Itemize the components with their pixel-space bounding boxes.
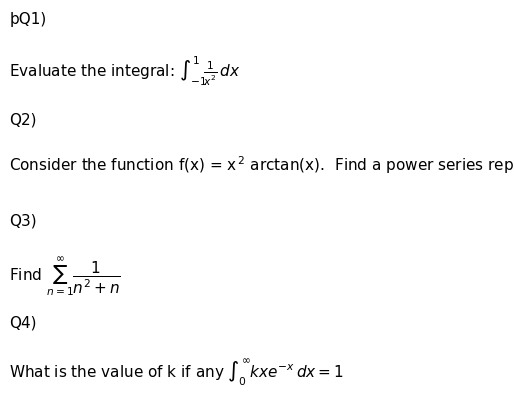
Text: Evaluate the integral: $\int_{-1}^{1}\!\frac{1}{x^2}\,dx$: Evaluate the integral: $\int_{-1}^{1}\!\… — [9, 54, 241, 87]
Text: Q2): Q2) — [9, 112, 37, 127]
Text: Q3): Q3) — [9, 213, 37, 227]
Text: Consider the function f(x) = x$^{\,2}$ arctan(x).  Find a power series represent: Consider the function f(x) = x$^{\,2}$ a… — [9, 154, 514, 176]
Text: What is the value of k if any $\int_{0}^{\infty}kxe^{-x}\,dx = 1$: What is the value of k if any $\int_{0}^… — [9, 357, 344, 389]
Text: þQ1): þQ1) — [9, 12, 46, 27]
Text: Find $\sum_{n=1}^{\infty}\dfrac{1}{n^2+n}$: Find $\sum_{n=1}^{\infty}\dfrac{1}{n^2+n… — [9, 255, 121, 298]
Text: Q4): Q4) — [9, 315, 37, 330]
